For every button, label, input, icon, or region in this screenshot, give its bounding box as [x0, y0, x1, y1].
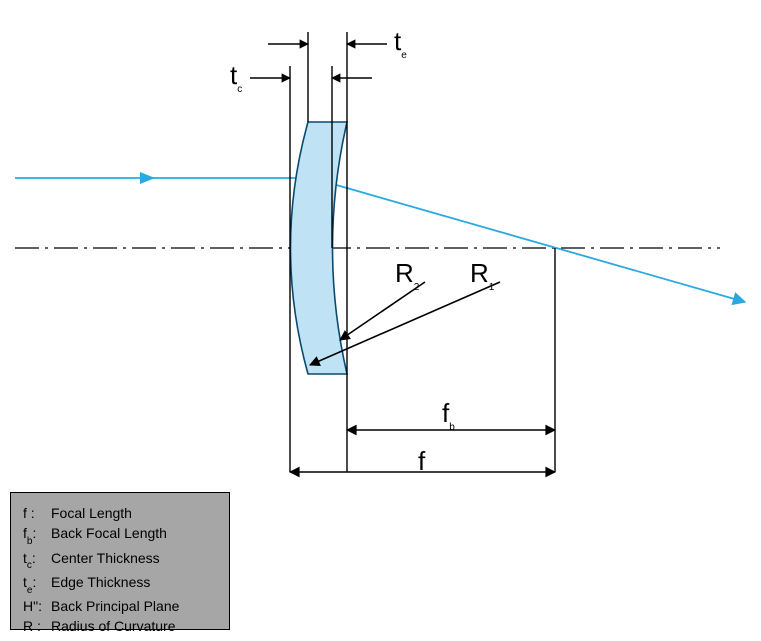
legend-row: tc:Center Thickness — [23, 548, 217, 572]
te-label: te — [394, 26, 407, 59]
legend-symbol: tc: — [23, 548, 51, 572]
legend-text: Back Principal Plane — [51, 596, 179, 616]
legend-row: R :Radius of Curvature — [23, 616, 217, 636]
legend-symbol: f : — [23, 503, 51, 523]
legend-row: fb:Back Focal Length — [23, 523, 217, 547]
f-label: f — [418, 446, 425, 477]
incoming-ray-arrow — [140, 172, 155, 184]
legend-text: Edge Thickness — [51, 572, 150, 596]
legend-text: Back Focal Length — [51, 523, 167, 547]
legend-row: f :Focal Length — [23, 503, 217, 523]
legend-symbol: R : — [23, 616, 51, 636]
legend-symbol: fb: — [23, 523, 51, 547]
legend-box: f :Focal Lengthfb:Back Focal Lengthtc:Ce… — [10, 492, 230, 630]
legend-text: Radius of Curvature — [51, 616, 176, 636]
r1-label: R1 — [470, 258, 494, 291]
refracted-ray — [312, 178, 745, 302]
legend-symbol: H": — [23, 596, 51, 616]
legend-symbol: te: — [23, 572, 51, 596]
legend-row: te:Edge Thickness — [23, 572, 217, 596]
legend-text: Center Thickness — [51, 548, 160, 572]
legend-text: Focal Length — [51, 503, 132, 523]
fb-label: fb — [442, 398, 455, 431]
legend-row: H":Back Principal Plane — [23, 596, 217, 616]
r2-label: R2 — [395, 258, 419, 291]
tc-label: tc — [230, 60, 242, 93]
